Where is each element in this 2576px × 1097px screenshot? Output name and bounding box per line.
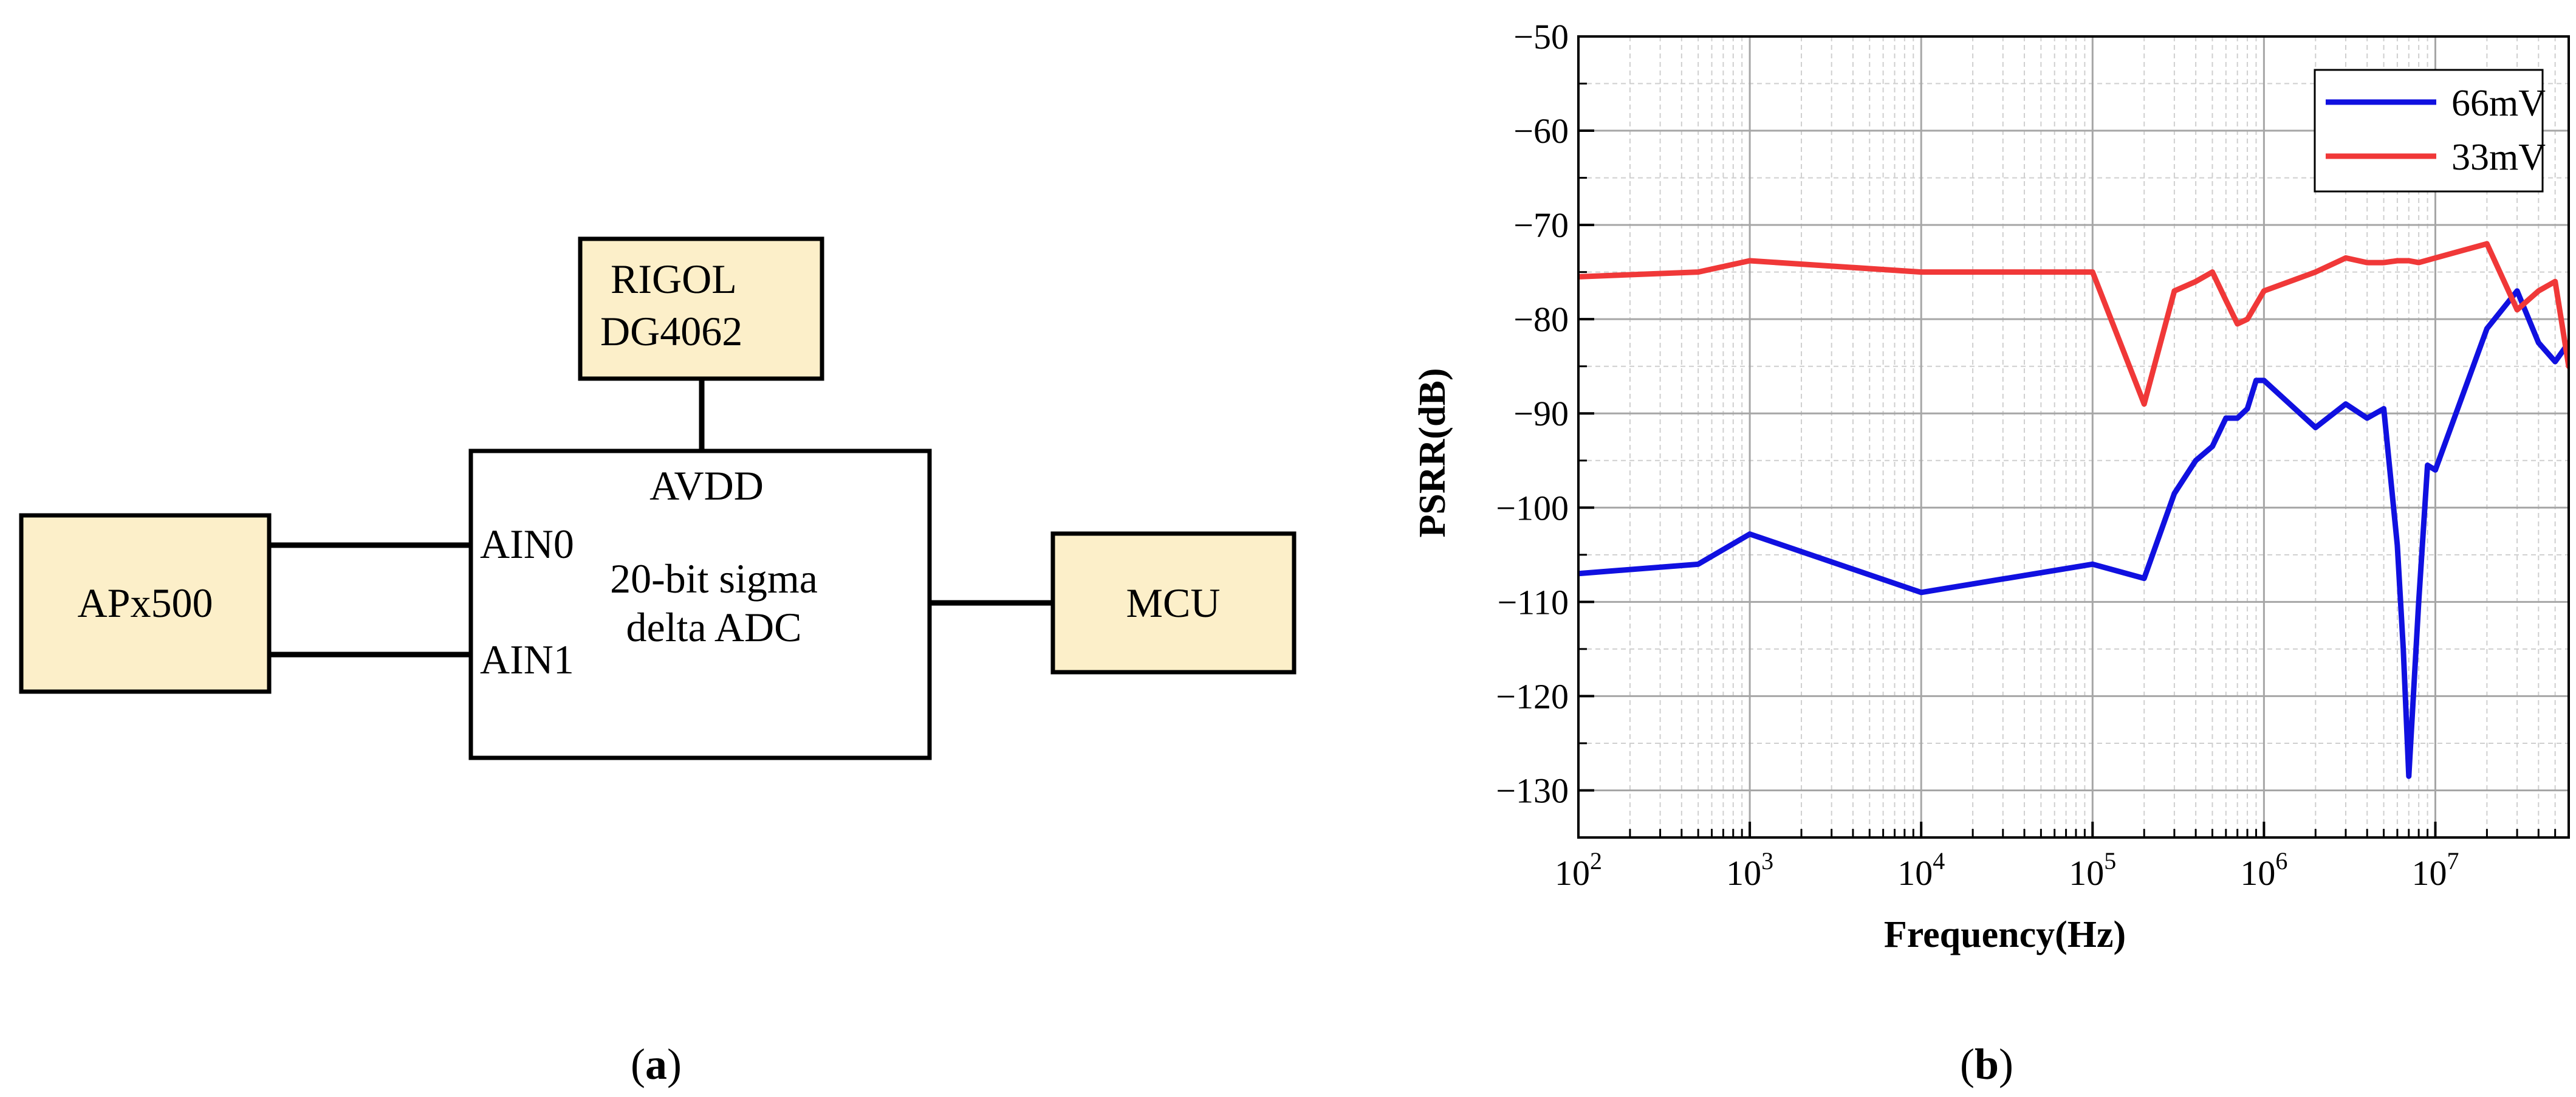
- series-layer: [1578, 241, 2569, 779]
- generator-block: [578, 236, 824, 381]
- y-tick-label: −100: [1496, 488, 1569, 528]
- x-tick-exponent: 7: [2447, 847, 2459, 875]
- y-tick-label: −90: [1513, 394, 1569, 433]
- x-tick-base: 10: [1726, 853, 1761, 893]
- y-tick-label: −130: [1496, 771, 1569, 810]
- analyzer-block: [19, 513, 272, 694]
- axis-ticks: [1577, 35, 2570, 839]
- legend-label-33mv: 33mV: [2451, 137, 2546, 178]
- x-tick-base: 10: [2240, 853, 2275, 893]
- x-axis-label: Frequency(Hz): [1884, 914, 2126, 955]
- adc-ain0-label: AIN0: [480, 521, 574, 567]
- x-tick-exponent: 6: [2275, 847, 2287, 875]
- y-axis-label: PSRR(dB): [1412, 368, 1453, 537]
- x-tick-exponent: 3: [1761, 847, 1773, 875]
- legend-label-66mv: 66mV: [2451, 83, 2546, 124]
- y-tick-label: −70: [1513, 205, 1569, 245]
- adc-title-line2: delta ADC: [626, 604, 802, 650]
- chart-legend: 66mV 33mV: [2314, 69, 2546, 193]
- y-tick-label: −110: [1497, 582, 1569, 622]
- x-tick-label: 107: [2411, 847, 2459, 893]
- y-tick-label: −60: [1513, 111, 1569, 151]
- y-tick-label: −120: [1496, 676, 1569, 716]
- x-tick-exponent: 4: [1933, 847, 1945, 875]
- mcu-block: [1050, 531, 1297, 675]
- generator-label-line2: DG4062: [600, 308, 742, 354]
- x-tick-exponent: 2: [1590, 847, 1602, 875]
- psrr-chart: −50−60−70−80−90−100−110−120−130 102 103 10…: [1412, 17, 2570, 955]
- panel-a-caption: (a): [631, 1040, 682, 1088]
- generator-label-line1: RIGOL: [611, 256, 737, 302]
- x-tick-exponent: 5: [2104, 847, 2116, 875]
- adc-supply-label: AVDD: [649, 463, 764, 509]
- legend-box: [2314, 69, 2544, 193]
- x-tick-base: 10: [2069, 853, 2104, 893]
- x-tick-label: 105: [2069, 847, 2116, 893]
- x-tick-label: 106: [2240, 847, 2287, 893]
- x-tick-base: 10: [1555, 853, 1590, 893]
- panel-a-letter: a: [645, 1040, 667, 1088]
- adc-ain1-label: AIN1: [480, 636, 574, 683]
- mcu-label: MCU: [1126, 580, 1221, 626]
- plot-frame: [1577, 35, 2570, 839]
- series-line-66mv: [1578, 288, 2569, 779]
- y-tick-label: −80: [1513, 300, 1569, 339]
- x-tick-label: 102: [1555, 847, 1602, 893]
- block-diagram: RIGOL DG4062 AVDD AIN0 AIN1 20-bit sigma…: [19, 236, 1297, 760]
- panel-b-letter: b: [1975, 1040, 1999, 1088]
- x-tick-base: 10: [1897, 853, 1933, 893]
- adc-block: [468, 449, 932, 760]
- series-line-33mv: [1578, 241, 2569, 407]
- y-tick-labels: −50 −60 −70 −80 −90 −100 −110 −120 −130: [1496, 17, 1569, 810]
- y-tick-label: −50: [1513, 17, 1569, 57]
- x-tick-label: 104: [1897, 847, 1945, 893]
- x-tick-label: 103: [1726, 847, 1773, 893]
- analyzer-label: APx500: [78, 580, 213, 626]
- x-tick-base: 10: [2411, 853, 2447, 893]
- adc-title-line1: 20-bit sigma: [610, 555, 818, 602]
- x-tick-labels: 102 103 104 105 106 107: [1555, 847, 2459, 893]
- panel-b-caption: (b): [1960, 1040, 2013, 1088]
